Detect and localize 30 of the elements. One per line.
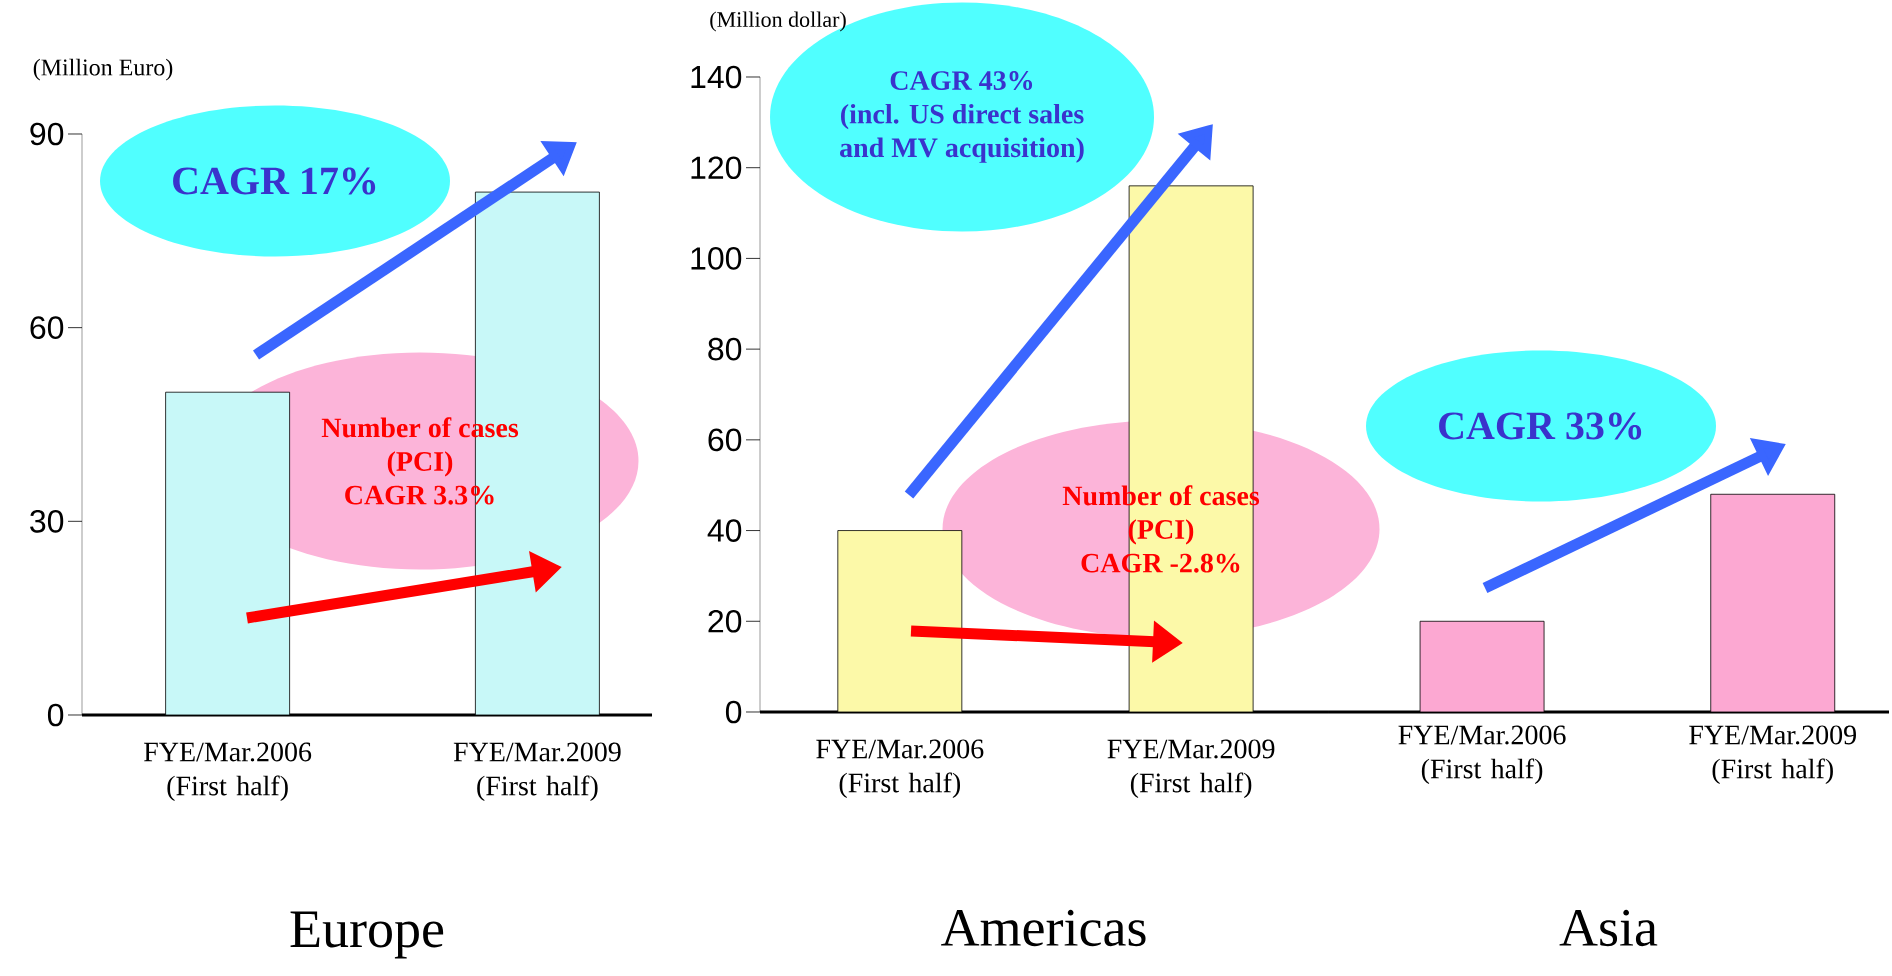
y-tick-label: 0 [47,703,64,727]
y-tick-label: 140 [691,65,742,89]
x-axis-title: Americas [941,909,1146,947]
y-tick-label: 80 [708,337,742,361]
x-tick-label: FYE/Mar.2009 (First half) [453,742,621,802]
y-tick-label: 90 [30,122,64,146]
x-tick-label: FYE/Mar.2009 (First half) [1689,725,1856,785]
annotation: (incl. US direct sales [841,103,1084,130]
x-axis-title: Europe [290,911,444,959]
y-tick-label: 60 [30,316,64,339]
y-tick-label: 60 [708,428,742,452]
y-axis-title: (Million Euro) [33,58,173,81]
x-tick-label: FYE/Mar.2006 (First half) [1398,725,1566,785]
x-axis-title: Asia [1559,909,1658,947]
annotation: (PCI) [1128,519,1194,545]
annotation: and MV acquisition) [840,137,1084,163]
annotation: (PCI) [387,451,453,477]
y-tick-label: 40 [707,519,742,542]
x-tick-label: FYE/Mar.2009 (First half) [1107,739,1275,799]
y-tick-label: 120 [691,156,742,180]
annotation: CAGR 17% [173,167,376,195]
y-tick-label: 30 [30,510,64,533]
x-tick-label: FYE/Mar.2006 (First half) [144,742,312,802]
annotation: CAGR 43% [890,71,1033,91]
y-tick-label: 20 [708,609,742,633]
annotation: CAGR 33% [1439,412,1642,440]
y-axis-title: (Million dollar) [710,11,846,32]
y-tick-label: 100 [691,247,742,270]
x-tick-label: FYE/Mar.2006 (First half) [816,739,984,799]
y-tick-label: 0 [725,700,742,724]
